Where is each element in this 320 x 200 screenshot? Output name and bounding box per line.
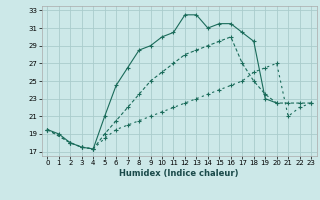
X-axis label: Humidex (Indice chaleur): Humidex (Indice chaleur) <box>119 169 239 178</box>
